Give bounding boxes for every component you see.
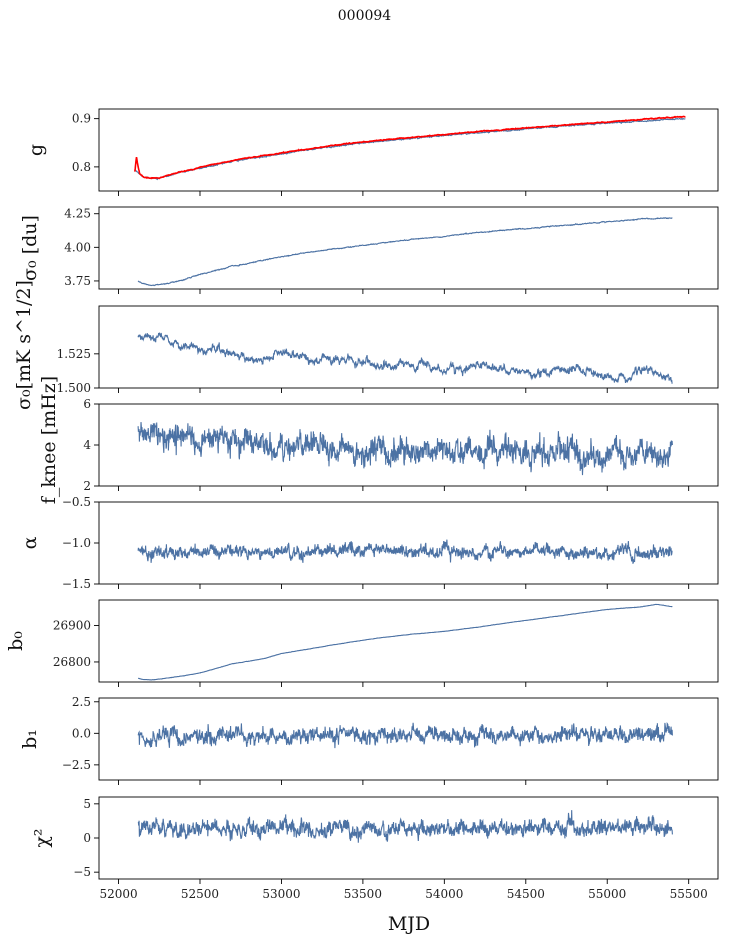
subplot-4: 2 4 6 f_knee [mHz] xyxy=(38,376,719,504)
y-tick-label: 1.525 xyxy=(57,347,91,361)
y-tick-label: 4.25 xyxy=(64,207,91,221)
series-line-1 xyxy=(137,539,673,564)
y-axis-label: b₁ xyxy=(19,729,41,749)
y-tick-label: 0.8 xyxy=(72,160,91,174)
y-tick-label: 0.0 xyxy=(72,726,91,740)
y-tick-label: 2 xyxy=(83,479,91,493)
y-tick-label: −5 xyxy=(73,865,91,879)
figure-title: 000094 xyxy=(337,8,392,24)
y-tick-label: 0.9 xyxy=(72,112,91,126)
subplot-7: −2.5 0.0 2.5 b₁ xyxy=(19,695,719,785)
y-axis-label: χ² xyxy=(31,828,53,847)
series-line-1 xyxy=(137,217,673,287)
y-axis-label: b₀ xyxy=(5,631,27,651)
axes-frame xyxy=(98,108,719,192)
y-tick-label: 26900 xyxy=(53,619,91,633)
subplot-6: 26800 26900 b₀ xyxy=(5,599,719,687)
subplot-2: 3.75 4.00 4.25 σ₀ [du] xyxy=(19,206,719,294)
series-line-2 xyxy=(134,115,686,180)
y-axis-label: f_knee [mHz] xyxy=(38,376,60,504)
y-tick-label: −2.5 xyxy=(62,758,91,772)
y-axis-label: g xyxy=(25,144,47,156)
x-tick-label: 52500 xyxy=(181,887,219,901)
y-tick-label: 1.500 xyxy=(57,381,91,395)
series-line-1 xyxy=(138,603,673,681)
y-tick-label: 4.00 xyxy=(64,240,91,254)
y-tick-label: 4 xyxy=(83,438,91,452)
x-tick-label: 52000 xyxy=(99,887,137,901)
x-tick-label: 53500 xyxy=(344,887,382,901)
y-axis-label: σ₀[mK s^1/2] xyxy=(13,280,35,410)
y-axis-label: α xyxy=(19,536,41,549)
y-tick-label: 0 xyxy=(83,831,91,845)
subplot-3: 1.500 1.525 σ₀[mK s^1/2] xyxy=(13,280,719,410)
x-axis-label: MJD xyxy=(388,913,430,935)
y-tick-label: 2.5 xyxy=(72,695,91,709)
subplot-stack: 0.8 0.9 g 3.75 4.00 4.25 σ₀ [du] 1.500 1.525 σ₀[m… xyxy=(5,108,719,901)
subplot-8: −5 0 5 52000 52500 53000 53500 54000 54500 55000 5… xyxy=(31,796,719,901)
y-tick-label: 5 xyxy=(83,797,91,811)
subplot-1: 0.8 0.9 g xyxy=(25,108,719,196)
series-line-1 xyxy=(134,117,686,181)
series-line-1 xyxy=(137,332,673,385)
axes-frame xyxy=(98,403,719,487)
y-tick-label: 26800 xyxy=(53,655,91,669)
y-tick-label: −1.0 xyxy=(62,536,91,550)
series-line-1 xyxy=(137,422,673,476)
axes-frame xyxy=(98,796,719,880)
x-tick-label: 55500 xyxy=(670,887,708,901)
y-axis-label: σ₀ [du] xyxy=(19,215,41,281)
y-tick-label: −0.5 xyxy=(62,495,91,509)
series-line-1 xyxy=(137,810,673,843)
x-tick-label: 55000 xyxy=(588,887,626,901)
x-tick-label: 54000 xyxy=(425,887,463,901)
subplot-5: −1.5 −1.0 −0.5 α xyxy=(19,495,719,591)
x-tick-label: 54500 xyxy=(507,887,545,901)
axes-frame xyxy=(98,305,719,389)
y-tick-label: 6 xyxy=(83,397,91,411)
y-tick-label: 3.75 xyxy=(64,274,91,288)
axes-frame xyxy=(98,697,719,781)
axes-frame xyxy=(98,206,719,290)
axes-frame xyxy=(98,599,719,683)
axes-frame xyxy=(98,501,719,585)
y-tick-label: −1.5 xyxy=(62,577,91,591)
x-tick-label: 53000 xyxy=(262,887,300,901)
series-line-1 xyxy=(137,722,673,749)
